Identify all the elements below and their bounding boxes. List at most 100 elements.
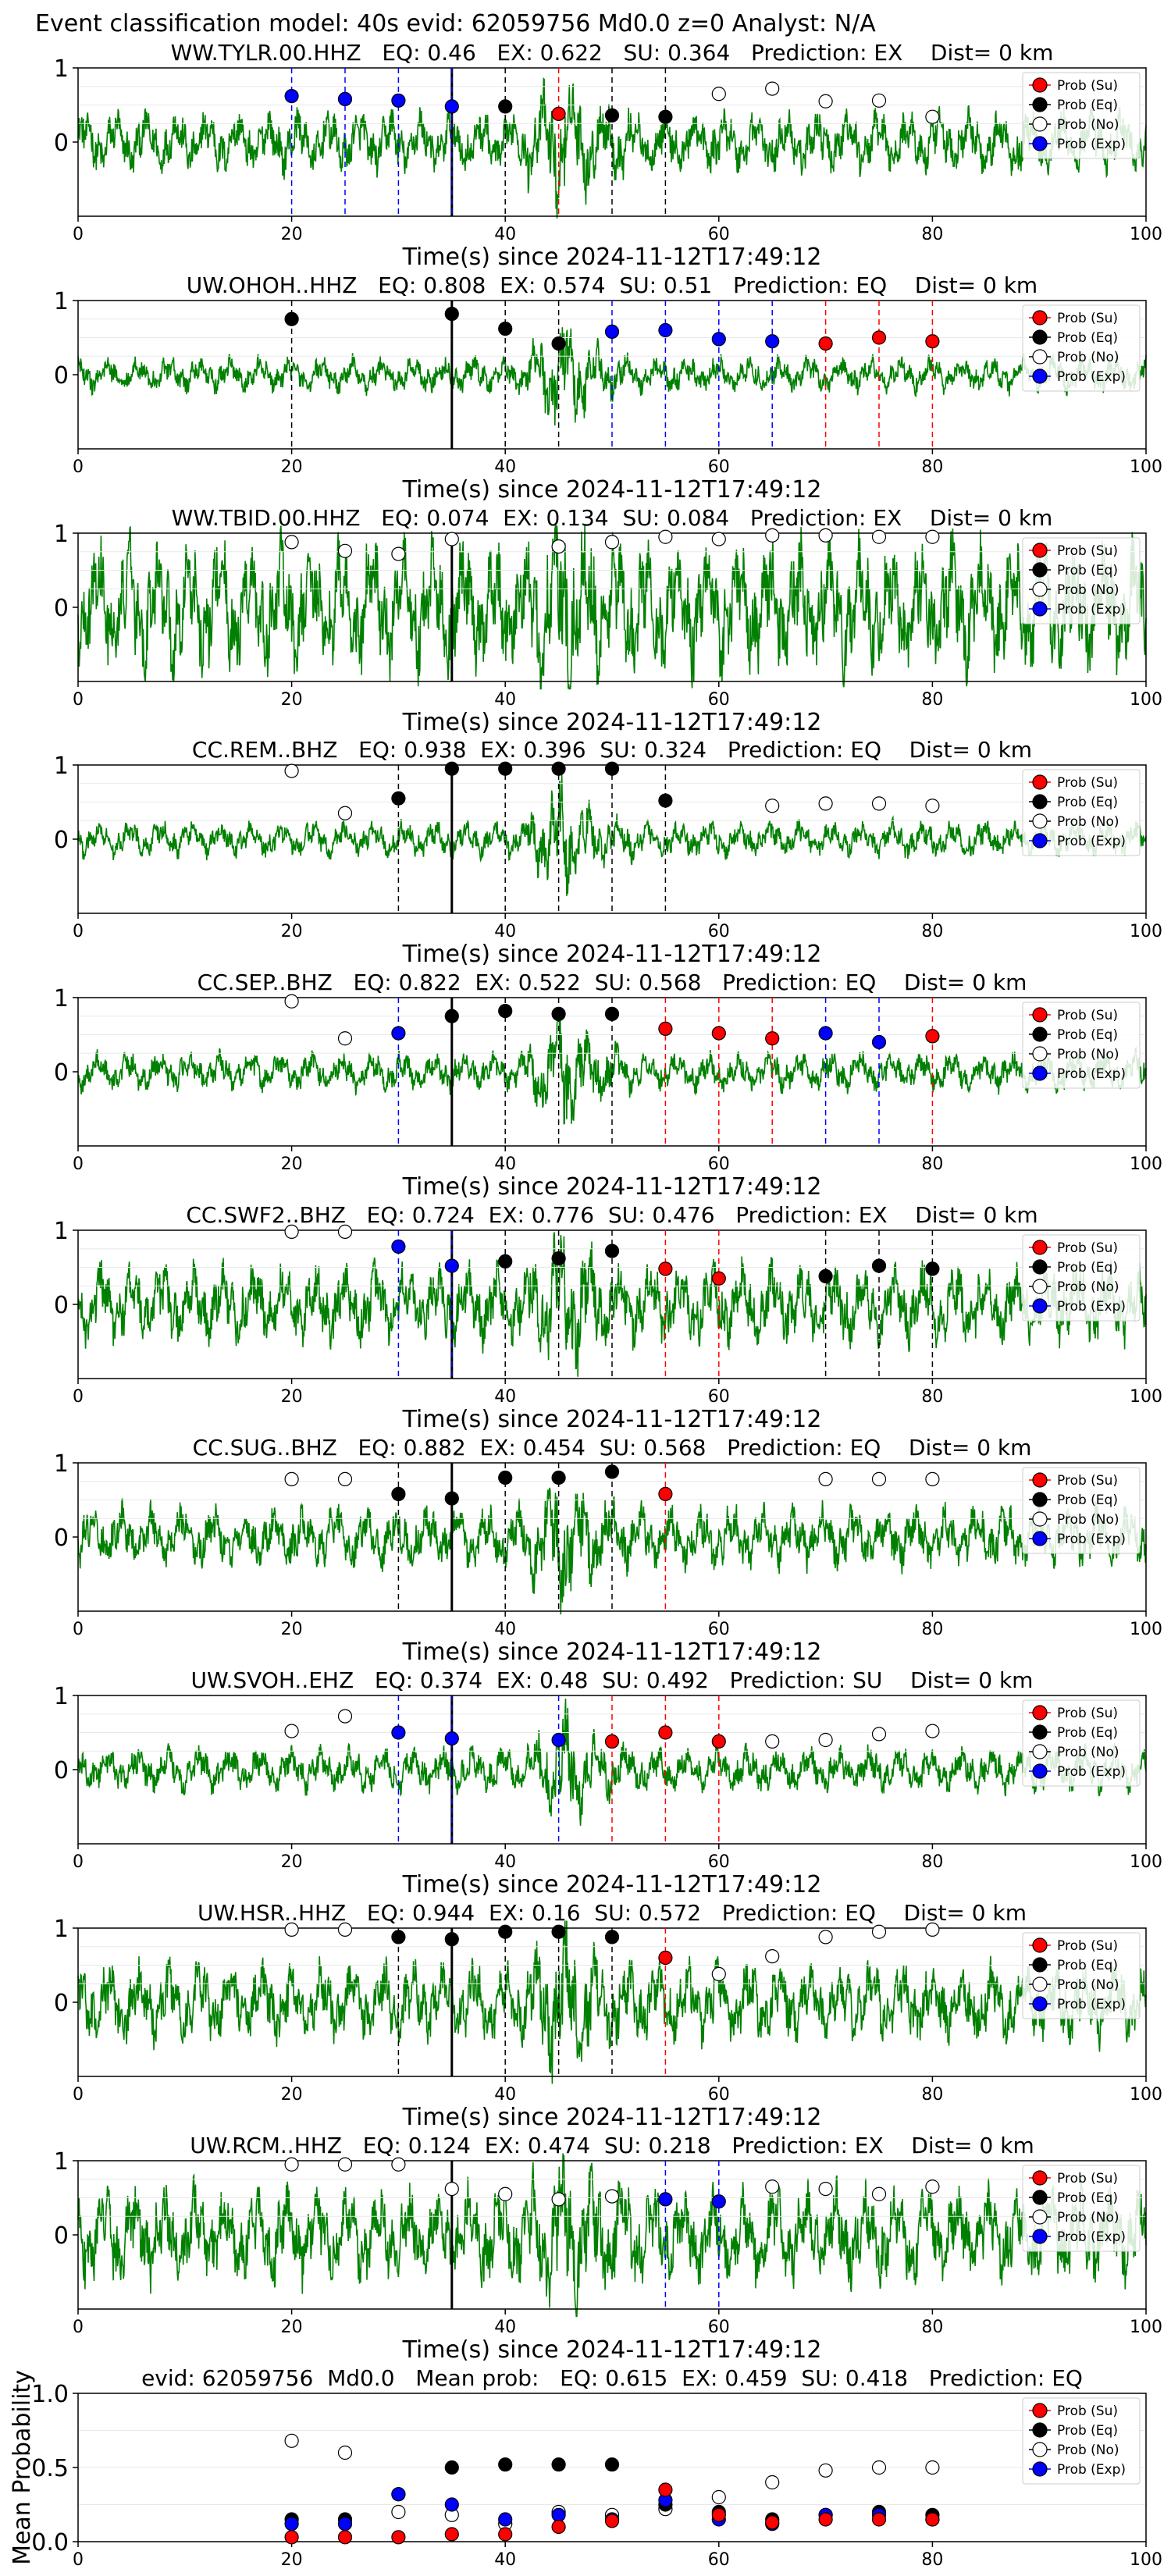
y-tick-label: 1 — [54, 2148, 69, 2176]
prob-exp-marker — [444, 1258, 459, 1273]
legend-marker — [1032, 2442, 1048, 2457]
prob-su-marker — [925, 334, 940, 349]
x-tick-label: 40 — [494, 2085, 516, 2105]
prob-eq-marker — [604, 2457, 620, 2472]
prob-su-marker — [765, 1031, 780, 1046]
legend-entry-label: Prob (Su) — [1057, 1706, 1118, 1721]
panel-title: CC.SEP..BHZ EQ: 0.822 EX: 0.522 SU: 0.56… — [198, 970, 1027, 995]
prob-eq-marker — [498, 1003, 513, 1019]
panel-title: UW.HSR..HHZ EQ: 0.944 EX: 0.16 SU: 0.572… — [198, 1900, 1027, 1926]
prob-no-marker — [498, 2186, 513, 2201]
x-tick-label: 0 — [73, 690, 84, 710]
prob-no-marker — [765, 1734, 780, 1749]
x-tick-label: 80 — [921, 1155, 943, 1174]
legend-marker — [1032, 1976, 1048, 1992]
prob-eq-marker — [658, 793, 673, 808]
y-tick-label: 1 — [54, 55, 69, 83]
x-tick-label: 20 — [281, 2085, 303, 2105]
prob-eq-marker — [444, 2460, 459, 2475]
prob-eq-marker — [391, 1930, 406, 1944]
prob-exp-marker — [337, 91, 353, 107]
legend-entry-label: Prob (Exp) — [1057, 1299, 1126, 1315]
prob-eq-marker — [391, 1486, 406, 1502]
station-panel: WW.TBID.00.HHZ EQ: 0.074 EX: 0.134 SU: 0… — [54, 505, 1162, 736]
legend-entry-label: Prob (Eq) — [1057, 330, 1118, 346]
prob-no-marker — [925, 1471, 940, 1487]
prob-no-marker — [551, 539, 566, 554]
x-tick-label: 80 — [921, 1852, 943, 1872]
prob-su-marker — [658, 1486, 673, 1502]
x-tick-label: 20 — [281, 2550, 303, 2570]
prob-su-marker — [337, 2530, 353, 2545]
x-tick-label: 60 — [708, 2085, 730, 2105]
prob-no-marker — [871, 529, 887, 544]
x-tick-label: 40 — [494, 922, 516, 941]
x-tick-label: 60 — [708, 1155, 730, 1174]
x-tick-label: 60 — [708, 225, 730, 244]
legend-entry-label: Prob (No) — [1057, 1047, 1119, 1062]
prob-no-marker — [337, 2445, 353, 2460]
prob-exp-marker — [711, 2194, 726, 2209]
legend-entry-label: Prob (Su) — [1057, 775, 1118, 791]
prob-exp-marker — [711, 332, 726, 347]
prob-no-marker — [391, 2157, 406, 2172]
x-tick-label: 100 — [1130, 457, 1162, 477]
station-panel: UW.HSR..HHZ EQ: 0.944 EX: 0.16 SU: 0.572… — [54, 1900, 1162, 2131]
x-tick-label: 60 — [708, 457, 730, 477]
x-tick-label: 80 — [921, 1620, 943, 1639]
x-tick-label: 100 — [1130, 690, 1162, 710]
panel-title: CC.SUG..BHZ EQ: 0.882 EX: 0.454 SU: 0.56… — [193, 1435, 1032, 1461]
prob-exp-marker — [284, 2517, 299, 2532]
legend-marker — [1032, 1705, 1048, 1720]
legend-entry-label: Prob (Eq) — [1057, 563, 1118, 578]
x-tick-label: 0 — [73, 457, 84, 477]
prob-no-marker — [818, 796, 833, 811]
legend-marker — [1032, 77, 1048, 93]
prob-su-marker — [658, 1261, 673, 1276]
legend-box — [1022, 1699, 1141, 1787]
x-axis-label: Time(s) since 2024-11-12T17:49:12 — [402, 244, 822, 271]
prob-su-marker — [818, 2512, 833, 2527]
y-tick-label: 0 — [54, 1757, 69, 1784]
legend-marker — [1032, 601, 1048, 617]
legend-box — [1022, 1002, 1141, 1089]
waveform-trace — [77, 327, 1147, 426]
legend-entry-label: Prob (Su) — [1057, 1008, 1118, 1023]
legend-entry-label: Prob (No) — [1057, 350, 1119, 365]
y-tick-label: 1 — [54, 1916, 69, 1943]
y-tick-label: 1 — [54, 985, 69, 1012]
prob-no-marker — [337, 543, 353, 558]
y-tick-label: 0 — [54, 595, 69, 622]
legend-box — [1022, 304, 1141, 392]
prob-eq-marker — [284, 311, 299, 326]
prob-su-marker — [658, 1950, 673, 1966]
x-axis-label: Time(s) since 2024-11-12T17:49:12 — [402, 476, 822, 503]
x-tick-label: 20 — [281, 225, 303, 244]
prob-no-marker — [871, 2186, 887, 2201]
prob-no-marker — [925, 2460, 940, 2475]
x-tick-label: 100 — [1130, 2318, 1162, 2337]
legend-entry-label: Prob (Exp) — [1057, 602, 1126, 617]
legend-marker — [1032, 1298, 1048, 1314]
prob-no-marker — [711, 1966, 726, 1981]
y-tick-label: 1 — [54, 1450, 69, 1478]
legend-entry-label: Prob (No) — [1057, 814, 1119, 830]
x-tick-label: 0 — [73, 2085, 84, 2105]
legend-entry-label: Prob (Su) — [1057, 543, 1118, 559]
prob-su-marker — [658, 2482, 673, 2497]
prob-su-marker — [925, 2512, 940, 2527]
prob-eq-marker — [604, 1930, 620, 1944]
legend-marker — [1032, 1744, 1048, 1759]
x-tick-label: 40 — [494, 1155, 516, 1174]
legend-marker — [1032, 1531, 1048, 1546]
mean-probability-panel: evid: 62059756 Md0.0 Mean prob: EQ: 0.61… — [9, 2365, 1162, 2570]
x-tick-label: 0 — [73, 225, 84, 244]
prob-no-marker — [337, 1922, 353, 1937]
prob-no-marker — [871, 1727, 887, 1742]
prob-no-marker — [284, 535, 299, 550]
x-tick-label: 80 — [921, 690, 943, 710]
legend-entry-label: Prob (Exp) — [1057, 1532, 1126, 1547]
legend-entry-label: Prob (Eq) — [1057, 98, 1118, 113]
legend-entry-label: Prob (No) — [1057, 1745, 1119, 1760]
prob-exp-marker — [658, 2192, 673, 2207]
